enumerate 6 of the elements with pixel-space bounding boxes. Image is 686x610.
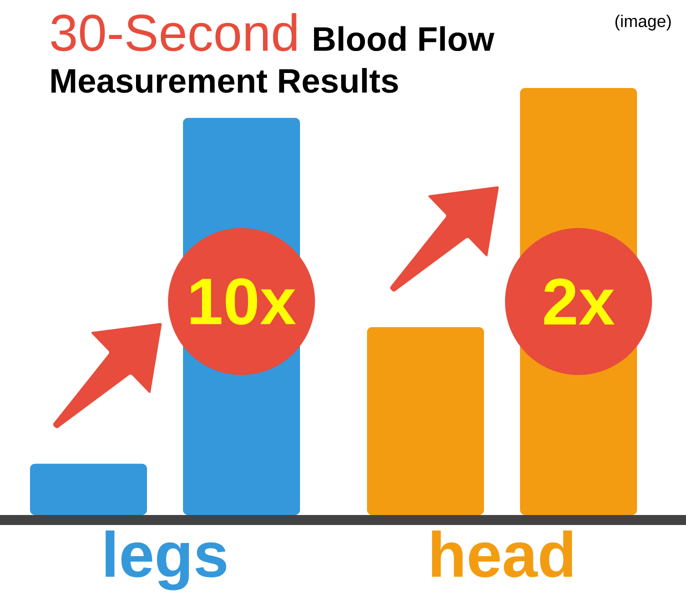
x-tick-label: legs <box>106 530 226 590</box>
annotation: 2x <box>544 278 615 324</box>
annotation: 10x <box>190 278 296 325</box>
x-tick-label: head <box>432 530 572 578</box>
chart-title: 30-Second <box>51 13 296 52</box>
text: (image) <box>615 14 671 31</box>
